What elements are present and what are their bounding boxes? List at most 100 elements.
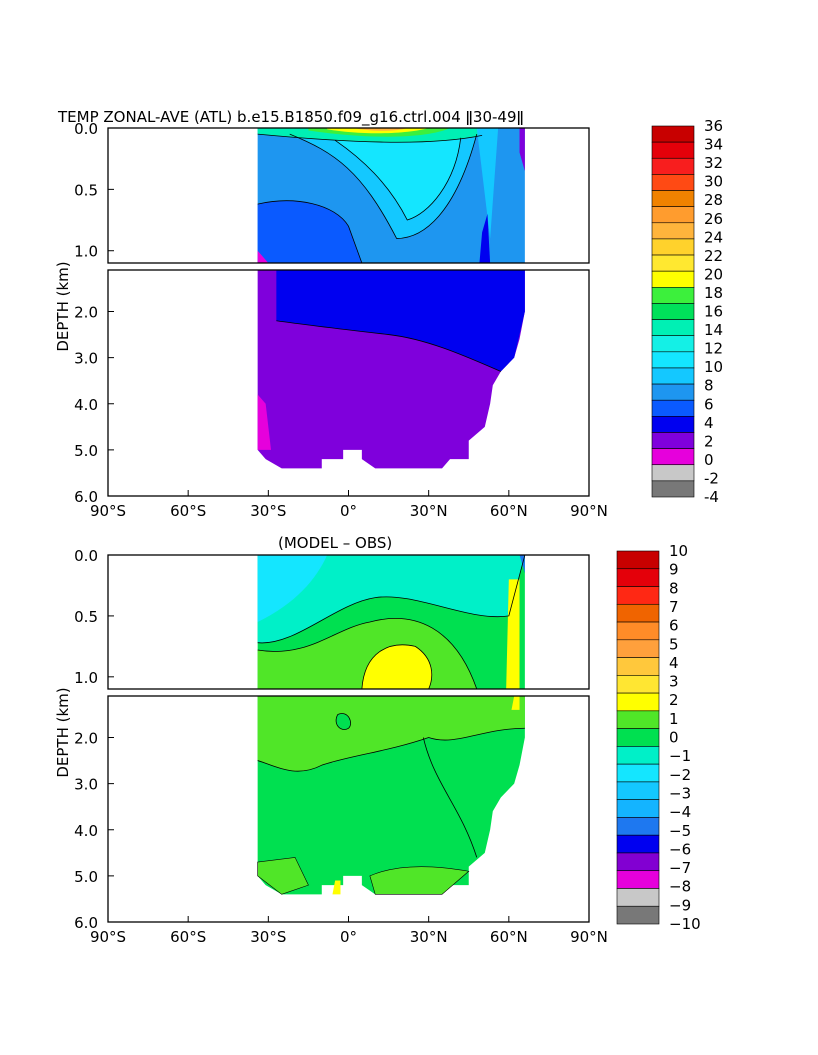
x-tick-label: 30°S (250, 928, 286, 946)
colorbar-label: −6 (669, 840, 691, 858)
y-tick-label: 4.0 (74, 822, 98, 840)
upper-field (257, 128, 525, 263)
colorbar-swatch (651, 351, 695, 369)
colorbar-label: 18 (704, 284, 723, 302)
colorbar-label: 7 (669, 598, 679, 616)
contour-line (276, 320, 501, 372)
colorbar-swatch (651, 464, 695, 482)
colorbar-label: 2 (704, 432, 714, 450)
colorbar-label: 8 (669, 579, 679, 597)
temp-band-10b (476, 128, 499, 239)
colorbar-label: 9 (669, 561, 679, 579)
x-tick-label: 30°N (410, 502, 448, 520)
colorbar-label: 22 (704, 247, 723, 265)
colorbar-label: −9 (669, 896, 691, 914)
colorbar-label: 30 (704, 173, 723, 191)
y-tick-label: 3.0 (74, 350, 98, 368)
diff-floor-patch (369, 866, 470, 895)
colorbar-label: 14 (704, 321, 723, 339)
contour-line (257, 727, 525, 772)
contour-line (257, 200, 363, 263)
contour-line (361, 644, 433, 689)
lower-field (257, 696, 525, 895)
x-tick-label: 60°N (490, 928, 528, 946)
diff-island (335, 713, 351, 730)
colorbar-swatch (651, 335, 695, 353)
y-axis-label: DEPTH (km) (54, 261, 72, 351)
colorbar-label: 0 (669, 729, 679, 747)
y-tick-label: 6.0 (74, 914, 98, 932)
colorbar-swatch (616, 763, 660, 783)
colorbar-label: 36 (704, 117, 723, 135)
x-tick-label: 90°N (570, 502, 608, 520)
y-axis-label: DEPTH (km) (54, 687, 72, 777)
diff-band-1-lower (257, 696, 525, 772)
y-tick-label: 0.0 (74, 547, 98, 565)
colorbar-swatch (651, 254, 695, 272)
colorbar-swatch (651, 432, 695, 449)
colorbar-swatch (651, 141, 695, 159)
colorbar-label: 28 (704, 191, 723, 209)
x-tick-label: 0° (340, 928, 357, 946)
colorbar-swatch (651, 190, 695, 207)
colorbar-swatch (651, 238, 695, 256)
colorbar-swatch (616, 586, 660, 605)
colorbar-swatch (616, 817, 660, 836)
x-tick-label: 60°N (490, 502, 528, 520)
colorbar-label: −7 (669, 859, 691, 877)
colorbar-swatch (616, 799, 660, 818)
colorbar-label: −10 (669, 915, 701, 933)
colorbar-label: 12 (704, 340, 723, 358)
colorbar-swatch (616, 675, 660, 694)
colorbar-swatch (616, 639, 660, 658)
y-tick-label: 0.0 (74, 120, 98, 138)
colorbar-label: 10 (669, 542, 688, 560)
x-tick-label: 30°S (250, 502, 286, 520)
x-tick-label: 0° (340, 502, 357, 520)
colorbar-swatch (616, 834, 660, 854)
temp-band-12 (335, 137, 461, 221)
x-tick-label: 90°N (570, 928, 608, 946)
colorbar-swatch (616, 568, 660, 587)
colorbar-swatch (651, 125, 695, 143)
colorbar-swatch (651, 480, 695, 498)
diff-band-minus2 (257, 555, 328, 622)
colorbar-label: 0 (704, 451, 714, 469)
temp-band-0 (257, 250, 269, 263)
colorbar-label: −8 (669, 878, 691, 896)
colorbar-label: 34 (704, 136, 723, 154)
x-tick-label: 60°S (170, 928, 206, 946)
temp-panel: TEMP ZONAL-AVE (ATL) b.e15.B1850.f09_g16… (54, 108, 723, 520)
colorbar-swatch (651, 383, 695, 401)
colorbar-label: −2 (669, 766, 691, 784)
x-tick-label: 30°N (410, 928, 448, 946)
temp-band-4 (257, 200, 362, 263)
colorbar-swatch (616, 888, 660, 907)
colorbar-swatch (616, 621, 660, 641)
colorbar-label: 32 (704, 154, 723, 172)
colorbar-label: 8 (704, 377, 714, 395)
temp-band-24 (353, 128, 408, 131)
colorbar-swatch (651, 319, 695, 336)
upper-frame (107, 554, 590, 690)
y-tick-label: 5.0 (74, 868, 98, 886)
y-tick-label: 1.0 (74, 669, 98, 687)
colorbar-label: 2 (669, 691, 679, 709)
colorbar-swatch (616, 746, 660, 765)
temp-band-2 (519, 128, 525, 171)
diff-band-2-floor (332, 880, 341, 895)
colorbar-label: −3 (669, 784, 691, 802)
y-tick-label: 6.0 (74, 488, 98, 506)
colorbar-swatch (651, 222, 695, 240)
colorbar-label: -2 (704, 469, 719, 487)
colorbar-swatch (651, 367, 695, 385)
colorbar-swatch (651, 206, 695, 224)
colorbar-label: −5 (669, 822, 691, 840)
colorbar-label: −1 (669, 747, 691, 765)
upper-field (257, 555, 526, 689)
colorbar-label: 26 (704, 210, 723, 228)
y-tick-label: 2.0 (74, 730, 98, 748)
colorbar-label: 3 (669, 673, 679, 691)
x-tick-label: 60°S (170, 502, 206, 520)
